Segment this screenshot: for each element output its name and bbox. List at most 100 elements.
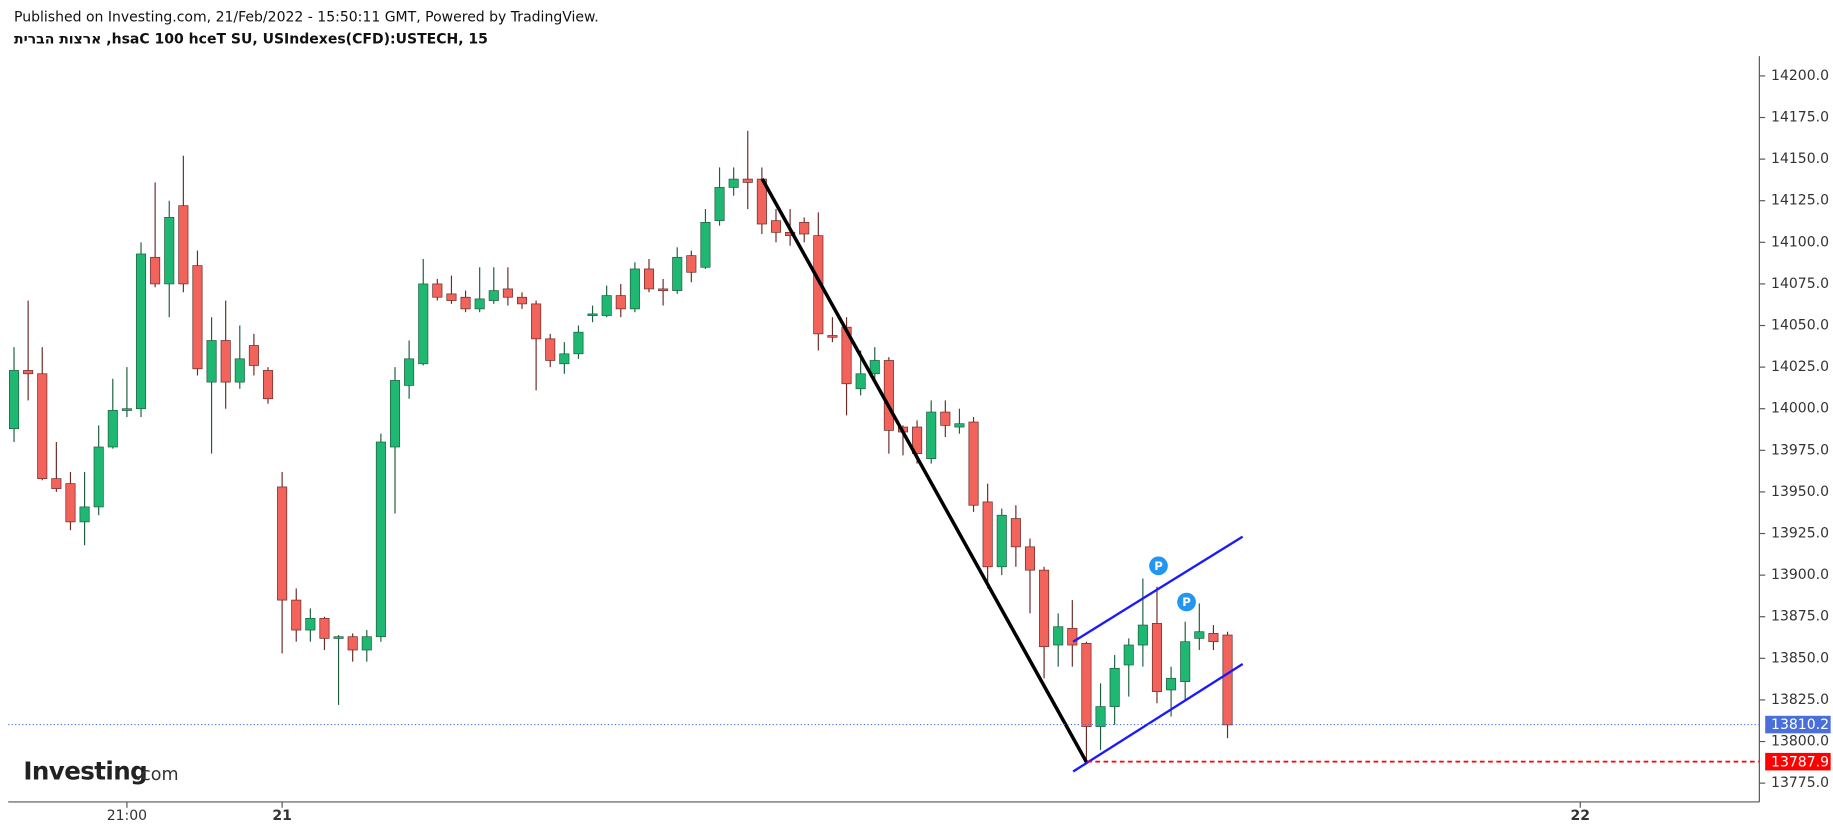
price-label-box xyxy=(1765,752,1831,771)
plot xyxy=(8,130,1233,762)
published-note: Published on Investing.com, 21/Feb/2022 … xyxy=(14,10,599,26)
y-tick-label: 14150.0 xyxy=(1771,151,1829,167)
candle-body xyxy=(615,295,626,310)
candle-body xyxy=(446,293,457,301)
candle-body xyxy=(1067,628,1078,646)
candle-body xyxy=(799,222,810,235)
candle-body xyxy=(220,340,231,383)
candle-body xyxy=(305,618,316,631)
candle-body xyxy=(178,205,189,285)
trend-line xyxy=(760,178,1089,765)
candle-body xyxy=(8,370,20,430)
candle-body xyxy=(982,501,993,568)
candle-body xyxy=(37,373,48,479)
candle-body xyxy=(1123,644,1134,666)
price-label: 13810.2 xyxy=(1771,717,1829,733)
candle-body xyxy=(601,295,612,316)
y-tick-label: 13850.0 xyxy=(1771,650,1829,666)
marker xyxy=(1177,592,1196,612)
candle-body xyxy=(1137,624,1148,646)
y-tick-label: 13950.0 xyxy=(1771,484,1829,500)
candle-body xyxy=(361,636,372,651)
candle-body xyxy=(1166,677,1177,691)
candle-body xyxy=(714,187,725,222)
candle-body xyxy=(1010,518,1021,548)
candle-body xyxy=(474,298,485,310)
candle-body xyxy=(248,345,259,366)
candle-body xyxy=(912,426,923,455)
candle-body xyxy=(389,380,401,448)
channel-upper xyxy=(1072,535,1244,643)
y-tick-label: 13975.0 xyxy=(1771,442,1829,458)
x-tick-label: 21 xyxy=(272,808,292,824)
channel-lower xyxy=(1072,663,1244,773)
candle-body xyxy=(375,441,386,638)
candle-body xyxy=(333,636,344,639)
candle-body xyxy=(1095,706,1106,727)
marker-label: P xyxy=(1154,559,1163,573)
candle-body xyxy=(996,514,1007,568)
y-tick-label: 14050.0 xyxy=(1771,318,1829,334)
candle-body xyxy=(488,290,499,301)
candle-body xyxy=(93,446,104,508)
candle-body xyxy=(1039,569,1050,648)
candle-body xyxy=(79,506,90,523)
y-tick-label: 13800.0 xyxy=(1771,734,1829,750)
y-tick-label: 14100.0 xyxy=(1771,234,1829,250)
candle-body xyxy=(686,255,697,273)
candle-body xyxy=(855,373,866,390)
candle-body xyxy=(742,178,753,183)
candle-body xyxy=(658,288,669,292)
candle-body xyxy=(968,421,979,506)
candle-body xyxy=(291,599,302,631)
candle-body xyxy=(135,253,147,410)
candle-body xyxy=(559,353,570,365)
candle-body xyxy=(107,410,118,448)
candle-body xyxy=(23,370,34,375)
logo: Investing .com xyxy=(23,757,178,786)
candle-body xyxy=(277,486,288,601)
price-label: 13787.9 xyxy=(1771,754,1829,770)
candle-body xyxy=(672,256,683,291)
candle-body xyxy=(573,331,584,355)
symbol-title: ארצות הברית ,hsaC 100 hceT SU, USIndexes… xyxy=(14,32,488,48)
y-tick-label: 14075.0 xyxy=(1771,276,1829,292)
y-tick-label: 13900.0 xyxy=(1771,567,1829,583)
candle-body xyxy=(700,222,711,268)
candle-body xyxy=(1081,643,1092,727)
candle-body xyxy=(65,483,76,523)
candle-body xyxy=(418,283,429,365)
candle-body xyxy=(432,283,443,298)
price-label-box xyxy=(1765,715,1831,734)
candle-body xyxy=(121,408,132,411)
candle-body xyxy=(192,265,203,370)
candle-body xyxy=(883,360,894,431)
candle-body xyxy=(1151,623,1163,692)
candle-body xyxy=(926,411,937,459)
candle-body xyxy=(954,423,965,428)
candle-body xyxy=(587,313,598,316)
candle-body xyxy=(262,370,274,400)
logo-brand: Investing xyxy=(23,757,147,786)
candle-body xyxy=(206,340,217,383)
candle-body xyxy=(1109,667,1120,707)
candle-body xyxy=(827,335,838,338)
candle-body xyxy=(150,256,161,285)
candle-body xyxy=(728,178,739,188)
y-tick-label: 13775.0 xyxy=(1771,775,1829,791)
candle-body xyxy=(1194,631,1205,639)
candle-body xyxy=(502,288,513,298)
candle-body xyxy=(234,358,245,383)
y-tick-label: 14025.0 xyxy=(1771,359,1829,375)
candle-body xyxy=(545,338,556,361)
candle-body xyxy=(516,296,528,305)
candle-body xyxy=(770,220,782,233)
candle-body xyxy=(531,303,542,340)
y-tick-label: 14000.0 xyxy=(1771,401,1829,417)
candle-body xyxy=(1180,641,1191,682)
candle-body xyxy=(869,360,880,375)
candle-body xyxy=(643,268,655,290)
marker xyxy=(1149,556,1168,576)
